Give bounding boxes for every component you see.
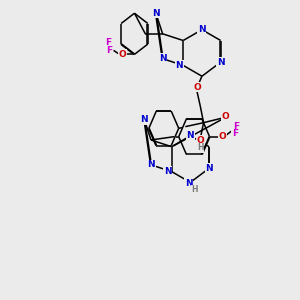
Text: H: H bbox=[197, 143, 203, 152]
Text: O: O bbox=[118, 50, 126, 59]
Text: H: H bbox=[191, 185, 198, 194]
Text: O: O bbox=[193, 83, 201, 92]
Text: O: O bbox=[196, 136, 204, 145]
Text: N: N bbox=[176, 61, 183, 70]
Text: N: N bbox=[159, 54, 167, 63]
Text: N: N bbox=[164, 167, 171, 176]
Text: F: F bbox=[233, 122, 239, 130]
Text: N: N bbox=[187, 131, 194, 140]
Text: N: N bbox=[205, 164, 213, 173]
Text: N: N bbox=[198, 25, 206, 34]
Text: F: F bbox=[105, 38, 111, 47]
Text: O: O bbox=[221, 112, 229, 121]
Text: N: N bbox=[185, 178, 193, 188]
Text: F: F bbox=[106, 46, 112, 55]
Text: O: O bbox=[218, 132, 226, 141]
Text: F: F bbox=[232, 130, 238, 139]
Text: N: N bbox=[147, 160, 155, 169]
Text: N: N bbox=[152, 9, 160, 18]
Text: N: N bbox=[140, 115, 148, 124]
Text: N: N bbox=[217, 58, 224, 67]
